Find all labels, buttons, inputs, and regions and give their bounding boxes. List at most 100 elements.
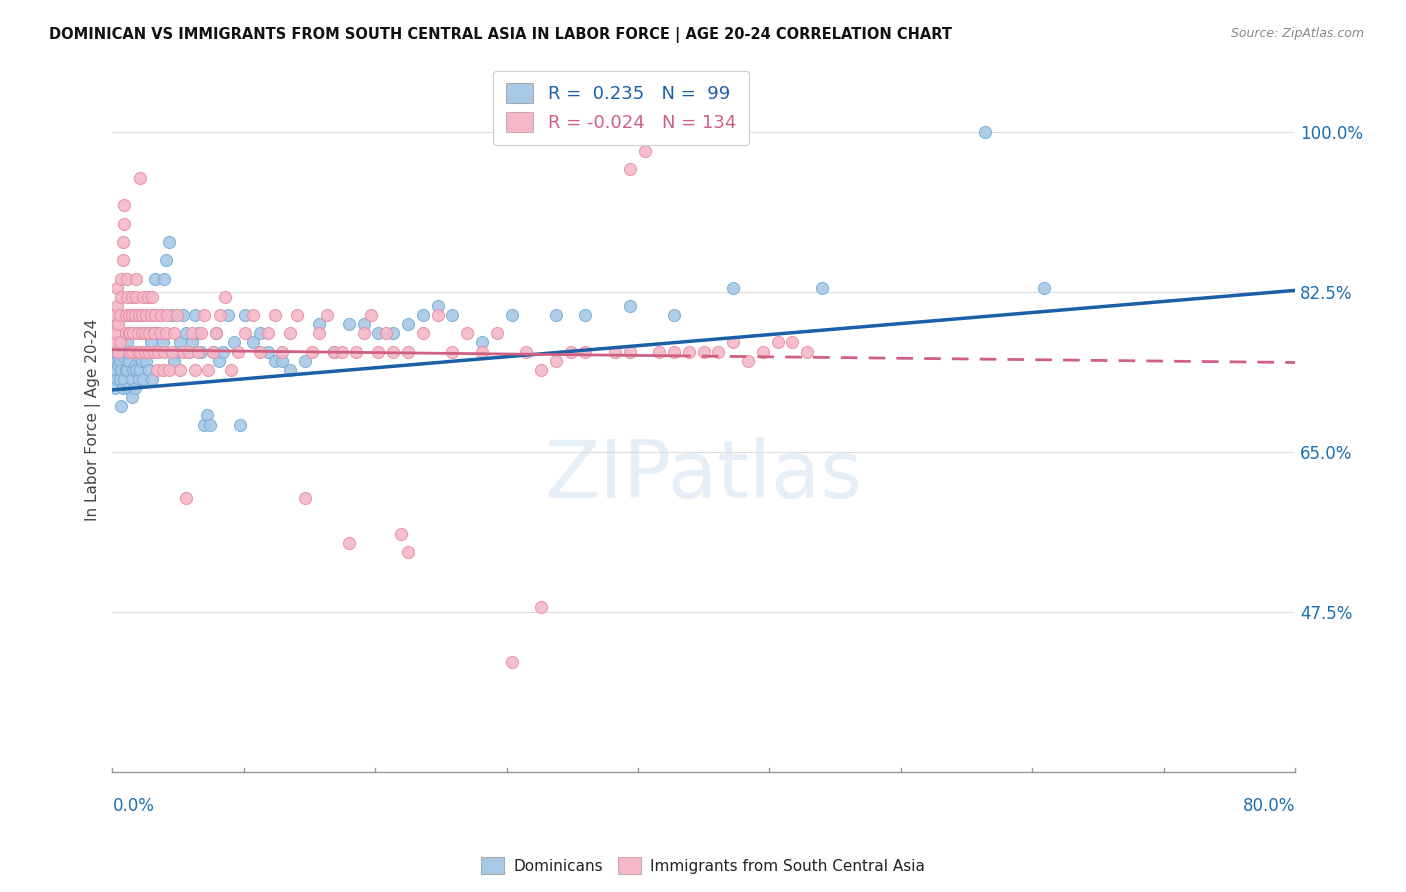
Point [131,353,153,368]
Point [108,308,131,322]
Point [110,363,132,377]
Point [619,299,641,313]
Point [104,308,127,322]
Point [134,344,156,359]
Point [678,344,700,359]
Point [111,349,134,363]
Point [118,381,141,395]
Point [122,344,145,359]
Point [426,308,449,322]
Point [160,308,183,322]
Point [143,271,166,285]
Point [208,353,231,368]
Point [633,144,655,158]
Point [125,271,148,285]
Point [142,326,165,341]
Point [166,344,188,359]
Point [127,349,149,363]
Y-axis label: In Labor Force | Age 20-24: In Labor Force | Age 20-24 [86,319,101,521]
Point [155,326,177,341]
Point [264,308,287,322]
Point [141,290,163,304]
Point [111,381,134,395]
Point [105,353,128,368]
Point [323,344,346,359]
Point [396,344,419,359]
Point [441,308,464,322]
Point [515,344,537,359]
Point [157,235,180,249]
Point [125,363,148,377]
Point [193,417,215,432]
Point [353,317,375,331]
Point [152,363,174,377]
Point [163,353,186,368]
Point [471,344,494,359]
Point [129,344,152,359]
Point [145,344,167,359]
Point [619,344,641,359]
Point [367,344,389,359]
Point [193,308,215,322]
Point [121,390,143,404]
Point [197,363,219,377]
Point [115,335,138,350]
Point [149,326,172,341]
Point [136,326,159,341]
Point [163,326,186,341]
Point [471,335,494,350]
Point [249,326,271,341]
Point [181,335,204,350]
Point [256,344,278,359]
Point [271,344,294,359]
Point [114,326,136,341]
Point [544,308,567,322]
Text: Source: ZipAtlas.com: Source: ZipAtlas.com [1230,27,1364,40]
Point [152,335,174,350]
Point [214,290,236,304]
Point [574,344,596,359]
Point [142,344,165,359]
Point [662,308,685,322]
Point [111,235,134,249]
Point [121,372,143,386]
Point [323,344,346,359]
Point [155,253,177,268]
Point [105,299,128,313]
Text: 0.0%: 0.0% [112,797,155,814]
Point [187,326,209,341]
Point [129,363,152,377]
Point [308,317,330,331]
Point [530,600,553,615]
Point [128,372,150,386]
Point [693,344,716,359]
Point [107,317,129,331]
Point [782,335,804,350]
Point [222,335,245,350]
Point [796,344,818,359]
Point [205,326,228,341]
Point [264,353,287,368]
Point [104,381,127,395]
Point [294,353,316,368]
Point [441,344,464,359]
Point [112,372,135,386]
Point [278,326,301,341]
Point [973,125,995,139]
Point [330,344,353,359]
Point [201,344,224,359]
Point [226,344,249,359]
Point [485,326,508,341]
Point [120,344,142,359]
Point [118,353,141,368]
Point [723,335,745,350]
Point [110,271,132,285]
Point [344,344,367,359]
Point [389,527,412,541]
Point [184,363,207,377]
Point [135,308,157,322]
Point [153,271,176,285]
Point [129,171,152,186]
Point [111,253,134,268]
Point [271,353,294,368]
